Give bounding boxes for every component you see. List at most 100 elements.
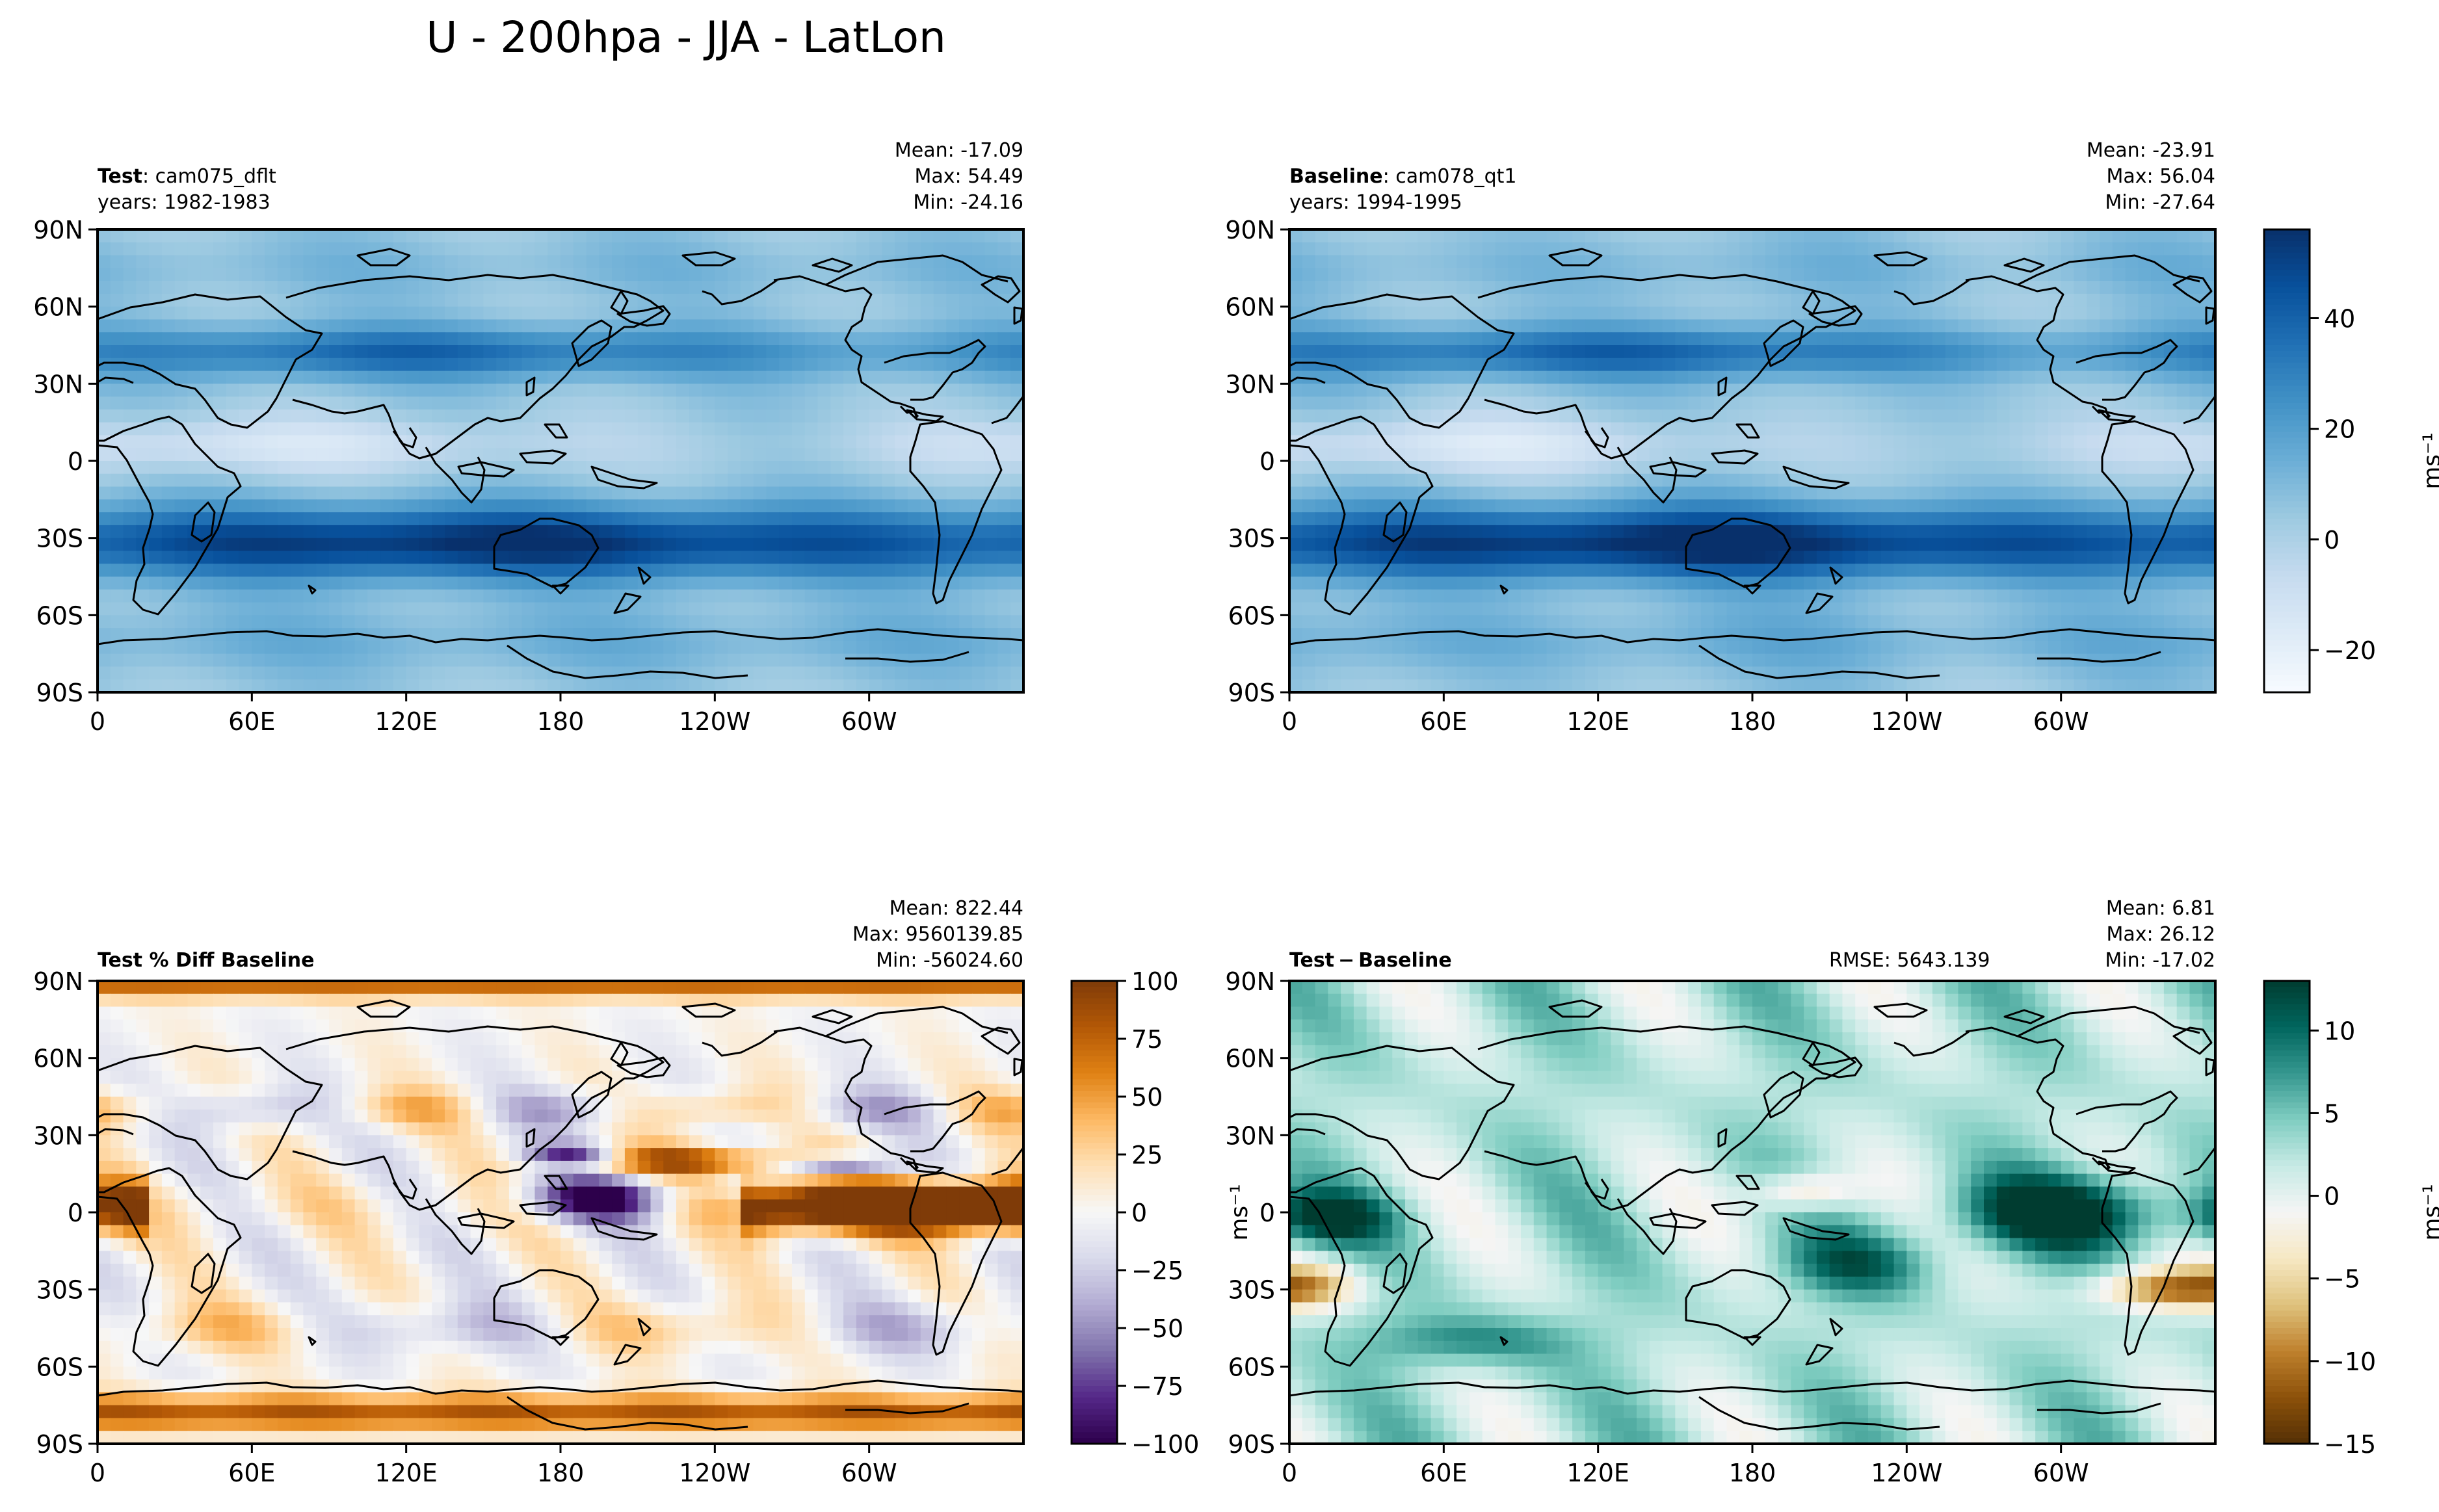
field-cell (1700, 281, 1715, 294)
field-cell (1816, 448, 1830, 462)
field-cell (882, 384, 896, 397)
field-cell (946, 640, 960, 655)
field-cell (1649, 345, 1663, 359)
field-cell (1726, 345, 1741, 359)
field-cell (1495, 615, 1509, 629)
field-cell (804, 384, 819, 397)
field-cell (367, 564, 381, 577)
field-cell (1379, 461, 1393, 475)
field-cell (1778, 409, 1792, 423)
field-cell (1804, 242, 1817, 256)
field-cell (740, 512, 754, 526)
field-cell (161, 397, 176, 410)
field-cell (380, 319, 394, 333)
field-cell (521, 332, 536, 346)
field-cell (1533, 551, 1548, 565)
field-cell (1315, 486, 1329, 501)
field-cell (380, 577, 394, 590)
field-cell (265, 332, 278, 346)
field-cell (1405, 345, 1419, 359)
field-cell (869, 589, 883, 603)
field-cell (1546, 242, 1561, 256)
field-cell (856, 525, 870, 539)
field-cell (882, 397, 896, 410)
field-cell (2022, 345, 2036, 359)
field-cell (483, 397, 497, 410)
field-cell (419, 281, 433, 294)
field-cell (920, 281, 934, 294)
field-cell (2100, 538, 2113, 552)
field-cell (341, 486, 356, 501)
field-cell (2138, 242, 2152, 256)
field-cell (2202, 293, 2215, 307)
field-cell (1791, 512, 1804, 526)
field-cell (393, 319, 407, 333)
field-cell (457, 242, 471, 256)
field-cell (933, 473, 947, 488)
field-cell (753, 345, 767, 359)
field-cell (2022, 512, 2036, 526)
field-cell (702, 615, 716, 629)
field-cell (1880, 345, 1895, 359)
field-cell (1855, 229, 1869, 243)
field-cell (804, 281, 819, 294)
field-cell (1392, 409, 1406, 423)
field-cell (1482, 473, 1496, 488)
field-cell (445, 628, 458, 642)
field-cell (702, 281, 716, 294)
field-cell (817, 499, 832, 513)
field-cell (1996, 602, 2011, 616)
field-cell (586, 564, 600, 577)
field-cell (1482, 306, 1496, 320)
field-cell (1700, 473, 1715, 488)
field-cell (920, 538, 934, 552)
field-cell (1546, 281, 1561, 294)
field-cell (277, 666, 291, 681)
field-cell (959, 281, 973, 294)
field-cell (804, 242, 819, 256)
field-cell (2035, 512, 2049, 526)
field-cell (779, 602, 793, 616)
field-cell (792, 461, 806, 475)
field-cell (2048, 577, 2062, 590)
field-cell (612, 525, 626, 539)
field-cell (1546, 384, 1561, 397)
field-cell (1816, 564, 1830, 577)
field-cell (406, 538, 420, 552)
field-cell (1791, 435, 1804, 449)
field-cell (1353, 319, 1367, 333)
field-cell (1624, 525, 1637, 539)
field-cell (1932, 397, 1946, 410)
field-cell (676, 242, 690, 256)
field-cell (1546, 345, 1561, 359)
field-cell (547, 473, 561, 488)
field-cell (2163, 564, 2178, 577)
field-cell (933, 448, 947, 462)
field-cell (483, 358, 497, 372)
field-cell (1649, 293, 1663, 307)
field-cell (1649, 525, 1663, 539)
field-cell (1353, 242, 1367, 256)
field-cell (843, 448, 857, 462)
field-cell (753, 255, 767, 269)
field-cell (367, 589, 381, 603)
field-cell (1700, 551, 1715, 565)
field-cell (2176, 551, 2191, 565)
field-cell (1572, 628, 1586, 642)
field-cell (1430, 640, 1445, 655)
field-cell (1971, 602, 1984, 616)
field-cell (470, 358, 484, 372)
field-cell (1598, 577, 1612, 590)
field-cell (779, 358, 793, 372)
field-cell (1637, 486, 1650, 501)
field-cell (1662, 422, 1676, 436)
field-cell (483, 293, 497, 307)
field-cell (290, 371, 304, 385)
field-cell (1392, 268, 1406, 281)
field-cell (2189, 345, 2204, 359)
field-cell (1521, 319, 1535, 333)
field-cell (959, 602, 973, 616)
field-cell (483, 653, 497, 668)
field-cell (908, 653, 921, 668)
field-cell (2138, 512, 2152, 526)
